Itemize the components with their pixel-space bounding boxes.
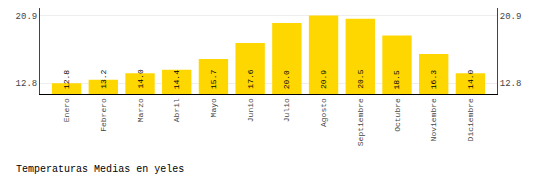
svg-text:14.4: 14.4 [172, 70, 181, 89]
svg-text:Enero: Enero [62, 98, 71, 122]
svg-text:20.0: 20.0 [282, 70, 291, 89]
svg-text:18.5: 18.5 [392, 70, 401, 89]
svg-text:Diciembre: Diciembre [466, 98, 475, 141]
svg-text:Mayo: Mayo [209, 98, 218, 117]
svg-text:15.7: 15.7 [209, 70, 218, 89]
svg-text:20.5: 20.5 [356, 69, 365, 88]
svg-text:12.8: 12.8 [500, 79, 522, 89]
svg-text:Septiembre: Septiembre [356, 98, 365, 146]
svg-text:14.0: 14.0 [136, 69, 145, 88]
svg-text:14.0: 14.0 [466, 69, 475, 88]
svg-text:Junio: Junio [246, 98, 255, 122]
svg-text:Abril: Abril [172, 98, 181, 122]
svg-text:12.8: 12.8 [62, 70, 71, 89]
svg-text:Julio: Julio [282, 98, 291, 122]
svg-text:20.9: 20.9 [16, 12, 38, 22]
svg-text:13.2: 13.2 [99, 69, 108, 88]
svg-text:20.9: 20.9 [319, 70, 328, 89]
svg-text:16.3: 16.3 [429, 70, 438, 89]
svg-text:20.9: 20.9 [500, 12, 522, 22]
svg-text:Agosto: Agosto [319, 98, 328, 127]
svg-text:Noviembre: Noviembre [429, 98, 438, 141]
svg-text:Febrero: Febrero [99, 98, 108, 132]
svg-text:17.6: 17.6 [246, 69, 255, 88]
svg-text:12.8: 12.8 [16, 79, 38, 89]
svg-text:Temperaturas Medias en yeles: Temperaturas Medias en yeles [16, 164, 184, 174]
svg-text:Octubre: Octubre [393, 98, 402, 132]
svg-text:Marzo: Marzo [136, 98, 145, 122]
